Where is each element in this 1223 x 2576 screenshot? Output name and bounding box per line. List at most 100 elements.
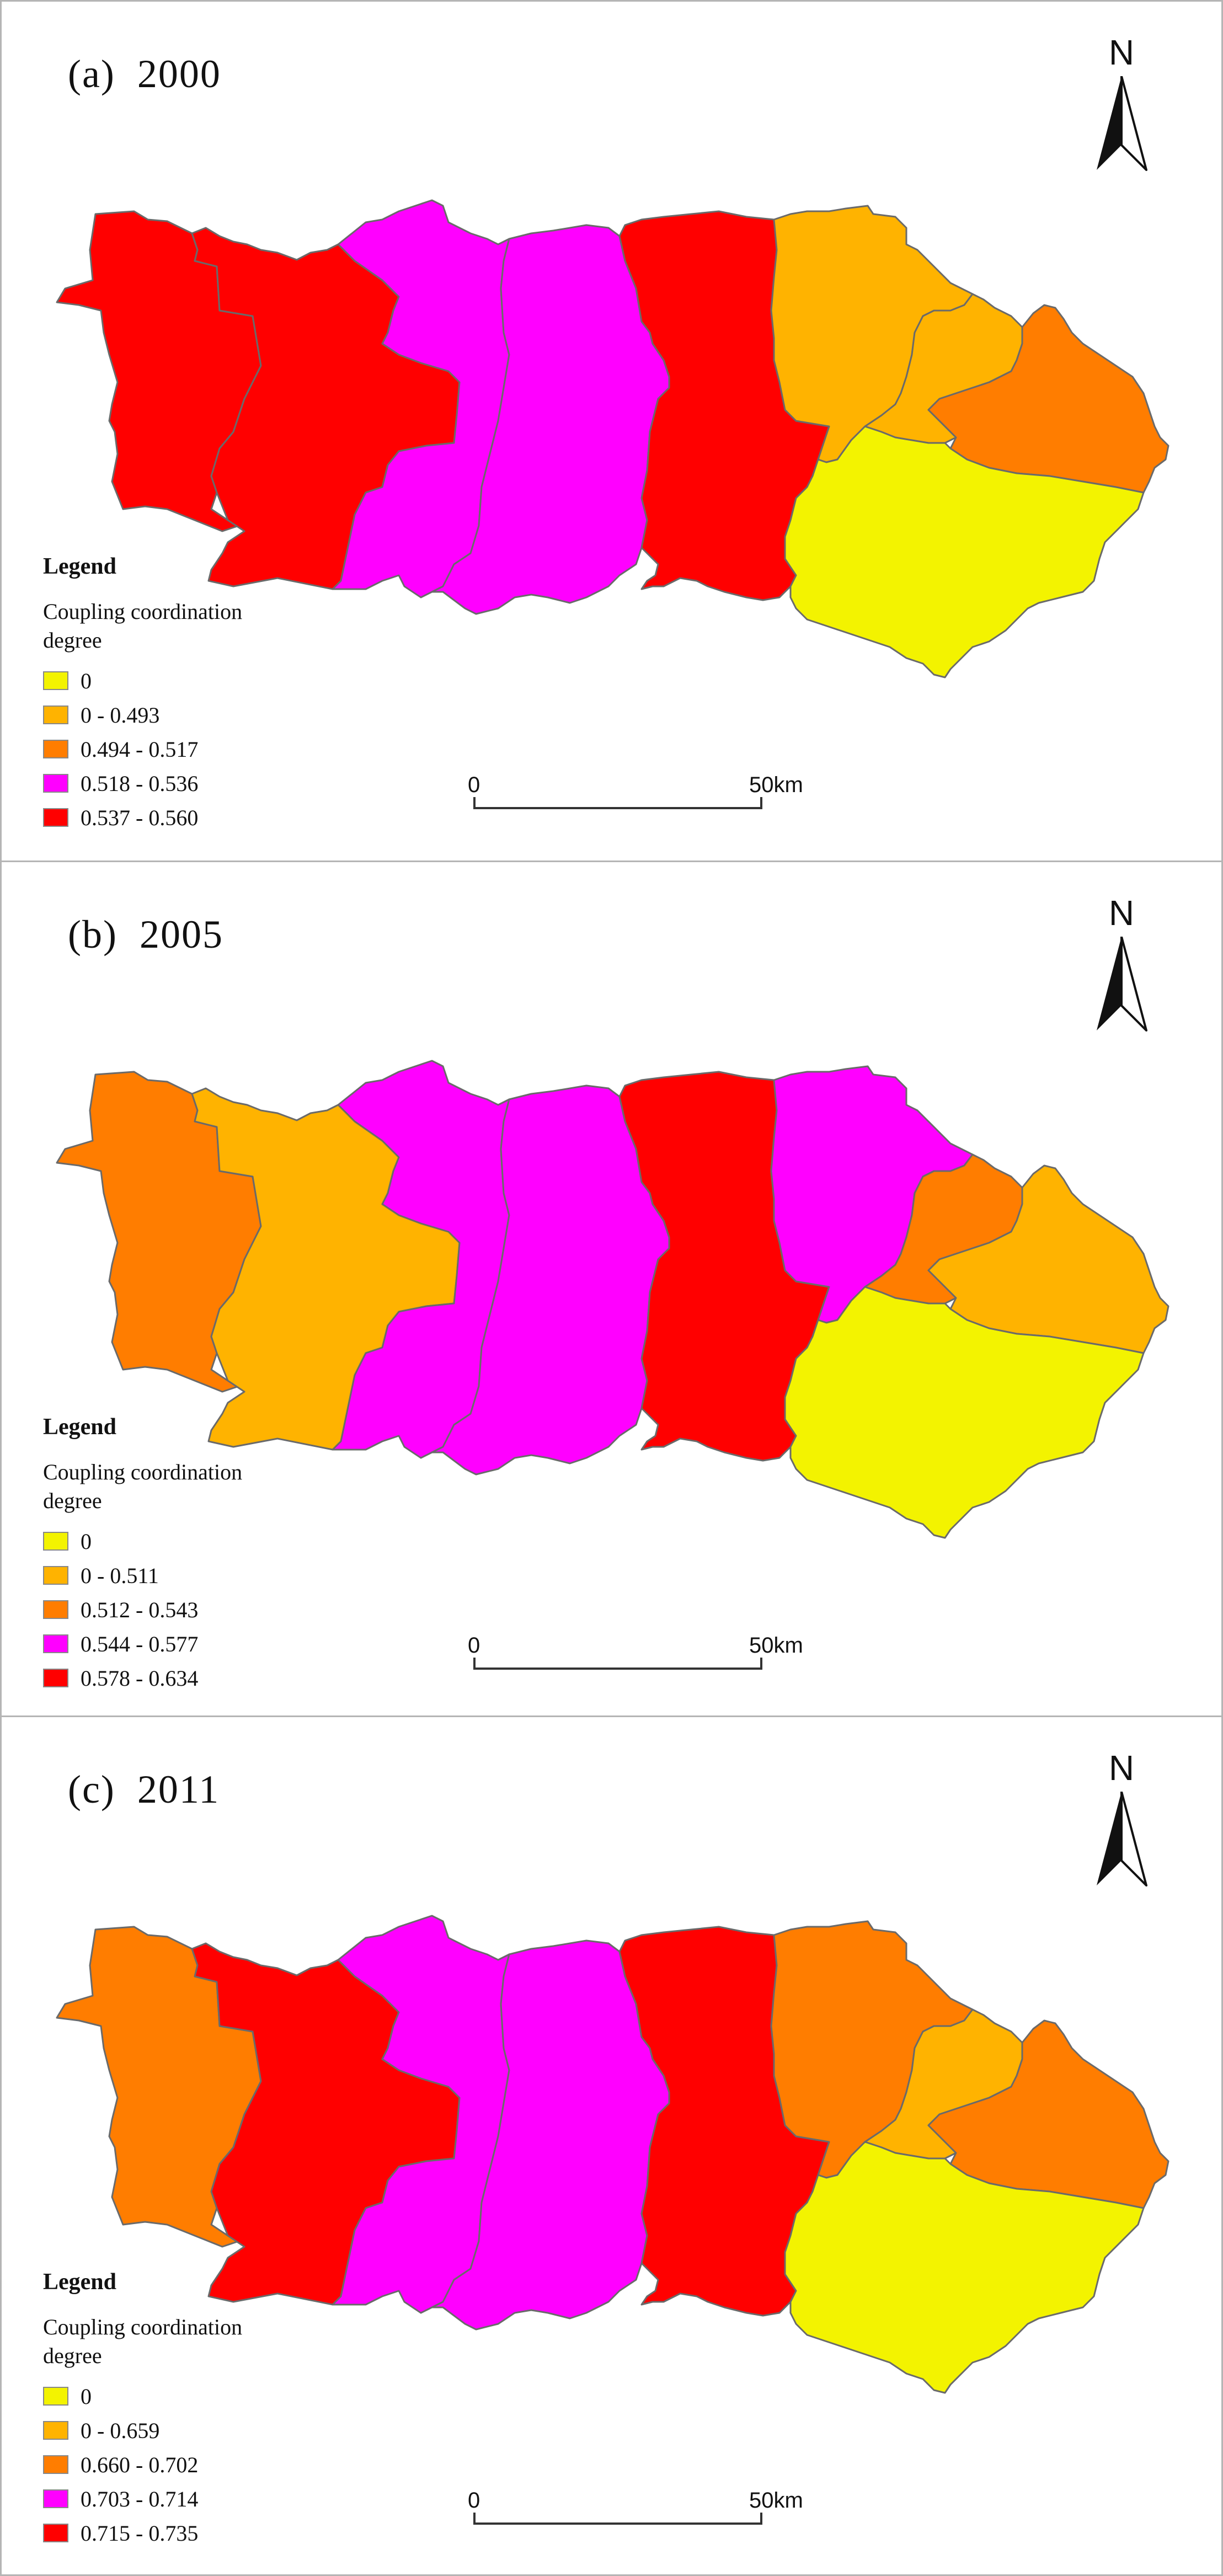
- map-region-3: [332, 1915, 510, 2314]
- scale-end-label: 50km: [749, 1633, 803, 1658]
- scale-tick: [760, 797, 762, 809]
- legend-swatch: [43, 2489, 68, 2508]
- scale-tick: [473, 797, 476, 809]
- north-arrow: N: [1091, 895, 1152, 1039]
- map-region-3: [332, 1060, 510, 1459]
- north-label: N: [1108, 893, 1135, 933]
- scale-line: [473, 2522, 762, 2525]
- scale-start-label: 0: [468, 2488, 480, 2513]
- legend-label: 0.518 - 0.536: [81, 771, 199, 796]
- north-arrow: N: [1091, 35, 1152, 178]
- map-panel-3: (c) 2011 N Legend Coupling coordination deg…: [0, 1715, 1223, 2576]
- scale-end-label: 50km: [749, 2488, 803, 2513]
- legend-item: 0.518 - 0.536: [43, 766, 330, 800]
- choropleth-map: [56, 1915, 1169, 2394]
- scale-bar: 0 50km: [468, 773, 803, 817]
- legend-swatch: [43, 1669, 68, 1687]
- map-region-9: [784, 2141, 1145, 2394]
- scale-start-label: 0: [468, 1633, 480, 1658]
- legend-item: 0: [43, 1524, 330, 1558]
- legend-item: 0: [43, 664, 330, 698]
- legend-swatch: [43, 808, 68, 827]
- legend-swatch: [43, 1600, 68, 1619]
- choropleth-map: [56, 199, 1169, 678]
- scale-unit: km: [773, 773, 803, 797]
- legend-item: 0.660 - 0.702: [43, 2447, 330, 2482]
- legend-item: 0.544 - 0.577: [43, 1627, 330, 1661]
- legend-subtitle: Coupling coordination degree: [43, 1460, 243, 1513]
- north-label: N: [1108, 1748, 1135, 1788]
- panel-title: (a) 2000: [68, 52, 221, 96]
- map-region-3: [332, 199, 510, 598]
- legend-label: 0.715 - 0.735: [81, 2520, 199, 2546]
- north-label: N: [1108, 33, 1135, 72]
- legend: Legend Coupling coordination degree 0 0 - 0…: [43, 553, 330, 835]
- legend-swatch: [43, 706, 68, 724]
- legend-swatch: [43, 1566, 68, 1585]
- map-region-9: [784, 425, 1145, 678]
- legend-item: 0.494 - 0.517: [43, 732, 330, 766]
- north-arrow-icon: [1097, 76, 1147, 171]
- legend-label: 0.512 - 0.543: [81, 1597, 199, 1622]
- legend-item: 0 - 0.493: [43, 698, 330, 732]
- scale-line: [473, 1668, 762, 1670]
- north-arrow-icon: [1097, 1792, 1147, 1886]
- legend-label: 0: [81, 668, 92, 693]
- legend-swatch: [43, 2421, 68, 2440]
- legend-item: 0 - 0.511: [43, 1558, 330, 1592]
- legend-item: 0: [43, 2379, 330, 2413]
- legend-label: 0 - 0.659: [81, 2418, 160, 2443]
- scale-tick: [473, 1658, 476, 1670]
- legend-title: Legend: [43, 554, 117, 579]
- legend-swatch: [43, 2524, 68, 2542]
- scale-tick: [473, 2513, 476, 2525]
- legend-title: Legend: [43, 2269, 117, 2295]
- legend: Legend Coupling coordination degree 0 0 - 0…: [43, 2269, 330, 2550]
- scale-end-label: 50km: [749, 773, 803, 798]
- map-panel-1: (a) 2000 N Legend Coupling coordination deg…: [0, 0, 1223, 863]
- legend: Legend Coupling coordination degree 0 0 - 0…: [43, 1414, 330, 1695]
- scale-unit: km: [773, 1633, 803, 1658]
- scale-end-value: 50: [749, 1633, 774, 1658]
- scale-bar: 0 50km: [468, 1633, 803, 1677]
- scale-tick: [760, 1658, 762, 1670]
- legend-item: 0.703 - 0.714: [43, 2482, 330, 2516]
- scale-start-label: 0: [468, 773, 480, 797]
- scale-tick: [760, 2513, 762, 2525]
- scale-line: [473, 807, 762, 809]
- legend-swatch: [43, 1532, 68, 1551]
- map-panel-2: (b) 2005 N Legend Coupling coordination deg…: [0, 861, 1223, 1719]
- legend-label: 0: [81, 2383, 92, 2409]
- legend-label: 0.544 - 0.577: [81, 1631, 199, 1656]
- legend-label: 0.703 - 0.714: [81, 2486, 199, 2511]
- legend-item: 0.537 - 0.560: [43, 800, 330, 835]
- legend-item: 0.715 - 0.735: [43, 2516, 330, 2550]
- legend-label: 0 - 0.493: [81, 702, 160, 728]
- north-arrow: N: [1091, 1750, 1152, 1894]
- legend-swatch: [43, 1634, 68, 1653]
- legend-item: 0 - 0.659: [43, 2413, 330, 2447]
- legend-subtitle: Coupling coordination degree: [43, 599, 243, 653]
- legend-title: Legend: [43, 1414, 117, 1440]
- legend-swatch: [43, 2455, 68, 2474]
- legend-label: 0 - 0.511: [81, 1563, 159, 1588]
- legend-label: 0: [81, 1529, 92, 1554]
- legend-label: 0.578 - 0.634: [81, 1665, 199, 1691]
- scale-end-value: 50: [749, 2488, 774, 2513]
- legend-item: 0.578 - 0.634: [43, 1661, 330, 1695]
- legend-swatch: [43, 740, 68, 758]
- legend-label: 0.660 - 0.702: [81, 2452, 199, 2477]
- scale-end-value: 50: [749, 773, 774, 797]
- panel-title: (c) 2011: [68, 1767, 220, 1811]
- legend-item: 0.512 - 0.543: [43, 1592, 330, 1627]
- legend-subtitle: Coupling coordination degree: [43, 2315, 243, 2368]
- legend-label: 0.537 - 0.560: [81, 805, 199, 830]
- legend-label: 0.494 - 0.517: [81, 736, 199, 762]
- panel-title: (b) 2005: [68, 912, 223, 956]
- map-region-9: [784, 1286, 1145, 1539]
- scale-bar: 0 50km: [468, 2488, 803, 2532]
- legend-swatch: [43, 671, 68, 690]
- legend-swatch: [43, 774, 68, 793]
- north-arrow-icon: [1097, 937, 1147, 1032]
- legend-swatch: [43, 2387, 68, 2406]
